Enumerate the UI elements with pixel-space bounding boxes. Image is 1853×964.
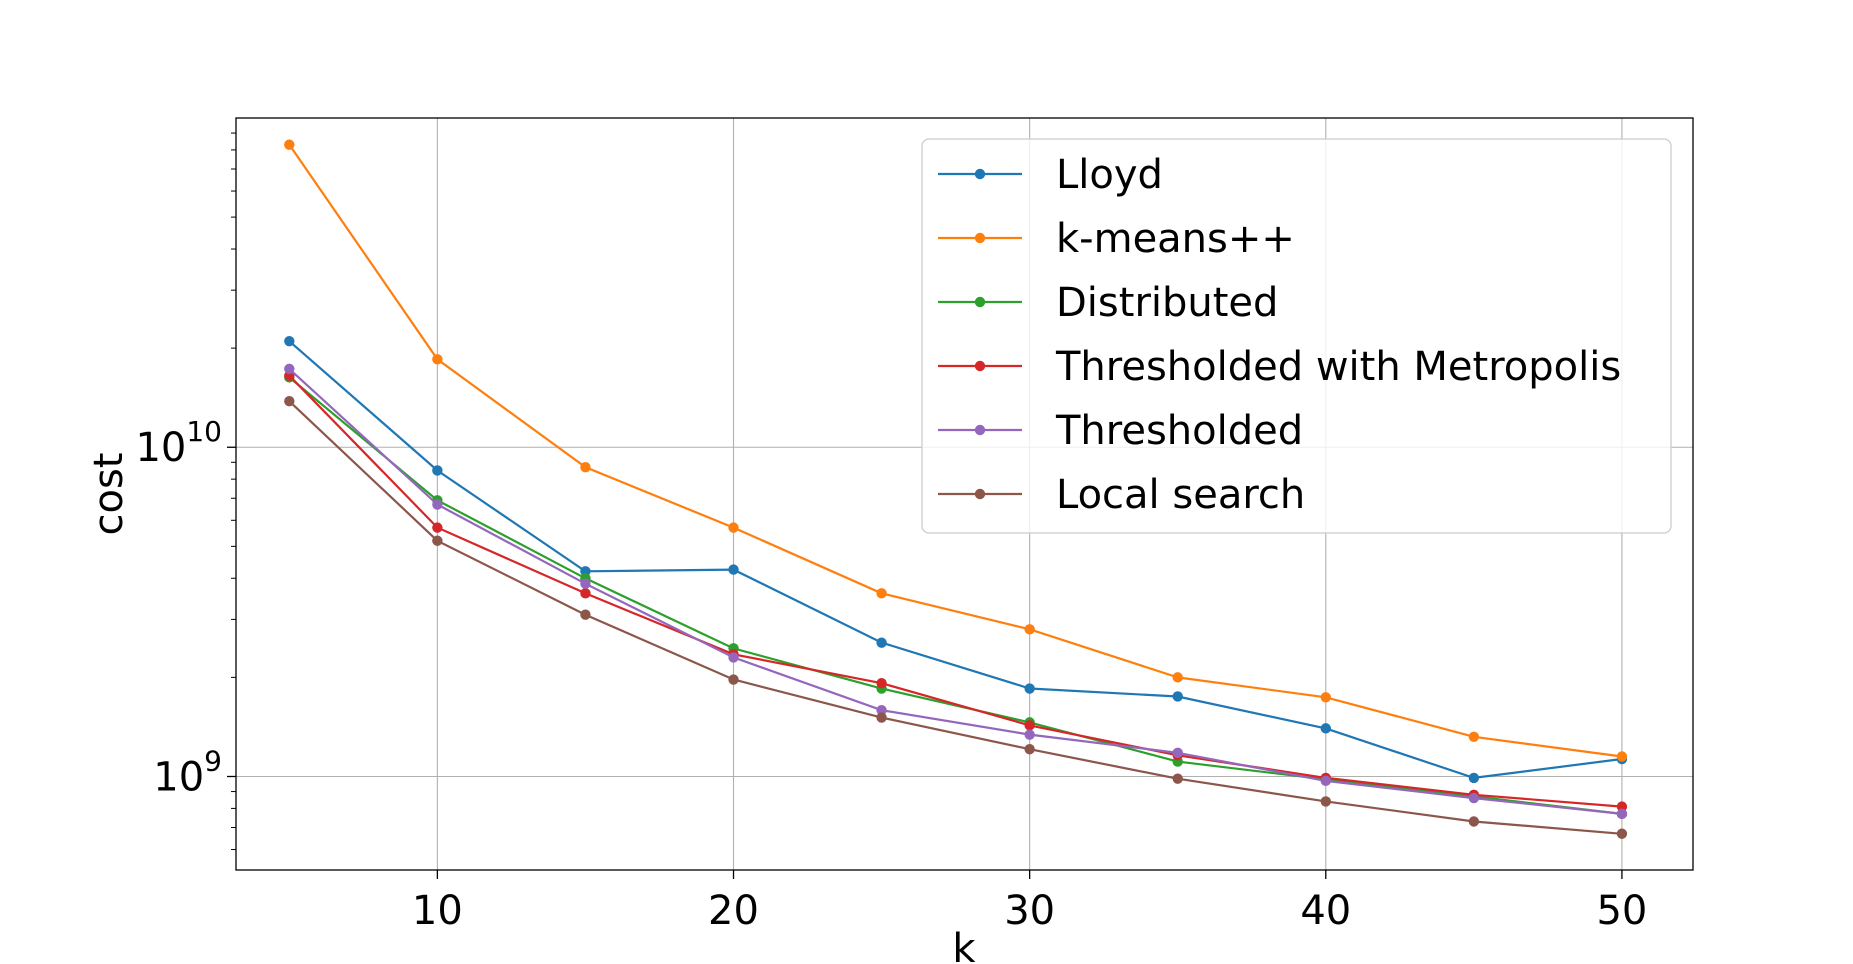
data-point [1616,828,1628,839]
legend-label: k-means++ [1056,216,1295,262]
data-point [1172,747,1183,759]
data-point [1468,816,1480,827]
legend-entry: Lloyd [938,152,1163,198]
data-point [876,712,887,723]
legend-swatch-marker [974,424,986,436]
data-point [1320,723,1331,734]
x-tick-label: 20 [708,888,759,934]
data-point [876,704,887,716]
legend: Lloyd k-means++ Distributed Thresholded wit… [921,138,1672,534]
y-tick-label: 109 [153,744,222,800]
data-point [1616,808,1628,820]
series-line [288,374,1622,808]
data-point [580,609,591,620]
data-point [1172,672,1183,683]
data-point [580,578,591,589]
series-line [288,143,1623,758]
data-point [876,588,887,599]
x-tick-label: 10 [412,888,463,934]
series-group [284,139,1628,839]
legend-label: Thresholded [1055,408,1303,454]
data-point [432,354,443,365]
data-point [1320,796,1331,807]
data-point [728,652,739,663]
x-tick-label: 30 [1004,888,1055,934]
legend-label: Thresholded with Metropolis [1055,344,1621,390]
data-point [1616,801,1628,812]
data-point [432,465,443,476]
series-k-means- [284,139,1628,762]
series-line [288,376,1623,815]
data-point [580,588,591,599]
data-point [580,461,591,473]
legend-swatch-marker [974,232,986,244]
data-point [1468,792,1480,804]
legend-entry: Local search [938,472,1305,518]
data-point [432,499,443,510]
legend-entry: Distributed [938,280,1278,326]
data-point [1172,691,1183,702]
series-line [288,400,1622,835]
legend-entry: Thresholded with Metropolis [938,344,1621,390]
data-point [432,522,443,533]
legend-swatch-marker [974,168,986,180]
series-local-search [284,395,1628,839]
data-point [728,564,739,575]
data-point [876,637,887,648]
legend-label: Lloyd [1056,152,1163,198]
x-tick-label: 50 [1596,888,1647,934]
data-point [284,395,295,407]
y-tick-label: 1010 [135,415,222,471]
series-line [288,340,1623,780]
data-point [1024,683,1035,694]
data-point [1468,731,1480,742]
data-point [284,335,295,347]
series-thresholded [284,363,1628,820]
x-axis: 10 20 30 40 50 [412,870,1647,934]
plot-frame [235,117,1694,871]
x-tick-label: 40 [1300,888,1351,934]
data-point [284,139,295,150]
y-axis-label: cost [86,453,132,536]
legend-label: Local search [1056,472,1305,518]
y-axis: 109 1010 [135,132,236,851]
data-point [1024,624,1035,635]
data-point [432,535,443,546]
legend-frame [921,138,1672,534]
legend-swatch-marker [974,360,986,372]
legend-entry: k-means++ [938,216,1295,262]
legend-swatch-marker [974,488,986,500]
data-point [1172,773,1183,784]
data-point [728,522,739,533]
data-point [728,674,739,685]
data-point [1320,775,1331,787]
data-point [1024,720,1035,731]
legend-label: Distributed [1056,280,1278,326]
data-point [284,363,295,375]
data-point [1320,692,1331,703]
data-point [1468,772,1480,784]
legend-entry: Thresholded [938,408,1303,454]
data-point [1616,751,1628,762]
data-point [1024,744,1035,755]
series-line [288,368,1623,815]
data-point [1024,729,1035,740]
x-axis-label: k [952,926,976,964]
data-point [876,678,887,689]
legend-swatch-marker [974,296,986,308]
